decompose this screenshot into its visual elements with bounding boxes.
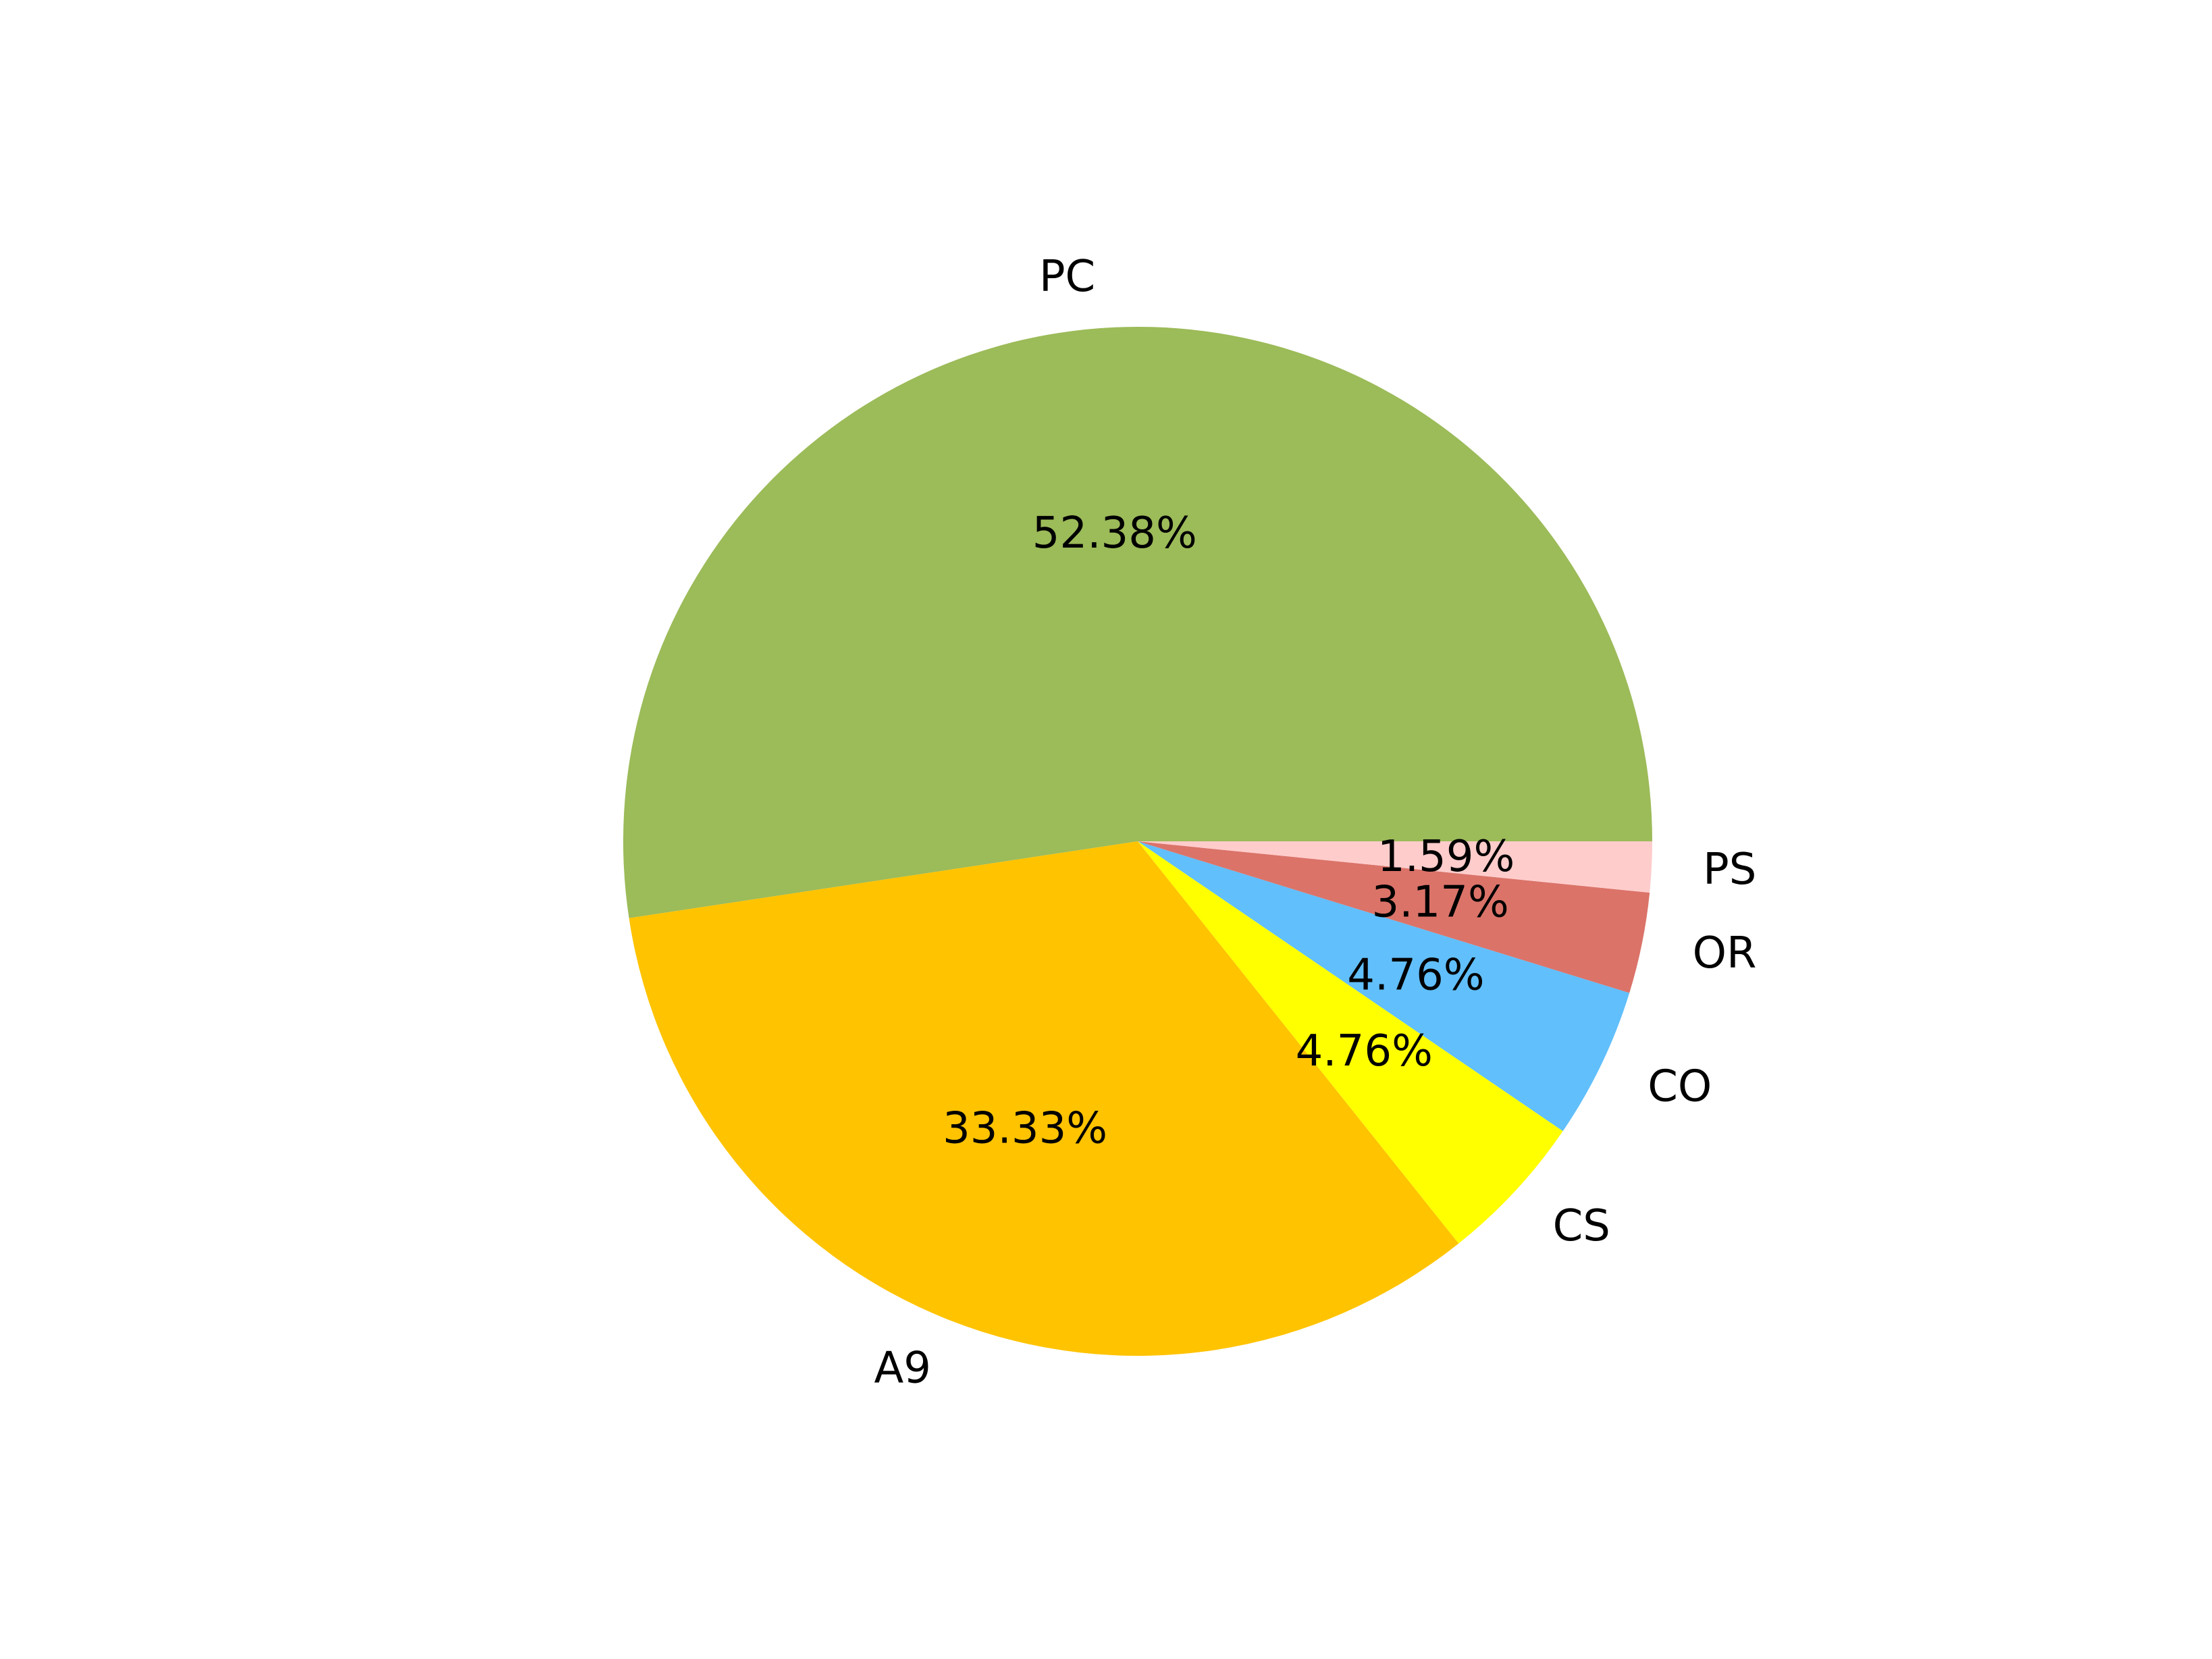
slice-label-co: CO <box>1648 1062 1712 1112</box>
percent-label-cs: 4.76% <box>1296 1026 1433 1076</box>
percent-label-co: 4.76% <box>1347 950 1484 1000</box>
pie-slice-or <box>1138 841 1650 993</box>
pie-slice-a9 <box>629 841 1459 1356</box>
slice-label-cs: CS <box>1553 1201 1610 1251</box>
percent-label-a9: 33.33% <box>943 1104 1107 1154</box>
pie-slices <box>623 327 1652 1356</box>
slice-label-ps: PS <box>1703 845 1756 895</box>
slice-label-a9: A9 <box>874 1343 931 1393</box>
percent-label-or: 3.17% <box>1371 878 1508 928</box>
slice-label-pc: PC <box>1039 252 1095 302</box>
pie-slice-co <box>1138 841 1630 1132</box>
slice-label-or: OR <box>1693 928 1757 978</box>
pie-slice-ps <box>1138 841 1652 893</box>
percent-label-pc: 52.38% <box>1032 508 1197 558</box>
percent-label-ps: 1.59% <box>1377 832 1515 882</box>
pie-slice-pc <box>623 327 1652 918</box>
pie-labels: PC 52.38% A9 33.33% CS 4.76% CO 4.76% OR 3.17% PS 1… <box>874 252 1756 1393</box>
pie-slice-cs <box>1138 841 1563 1244</box>
